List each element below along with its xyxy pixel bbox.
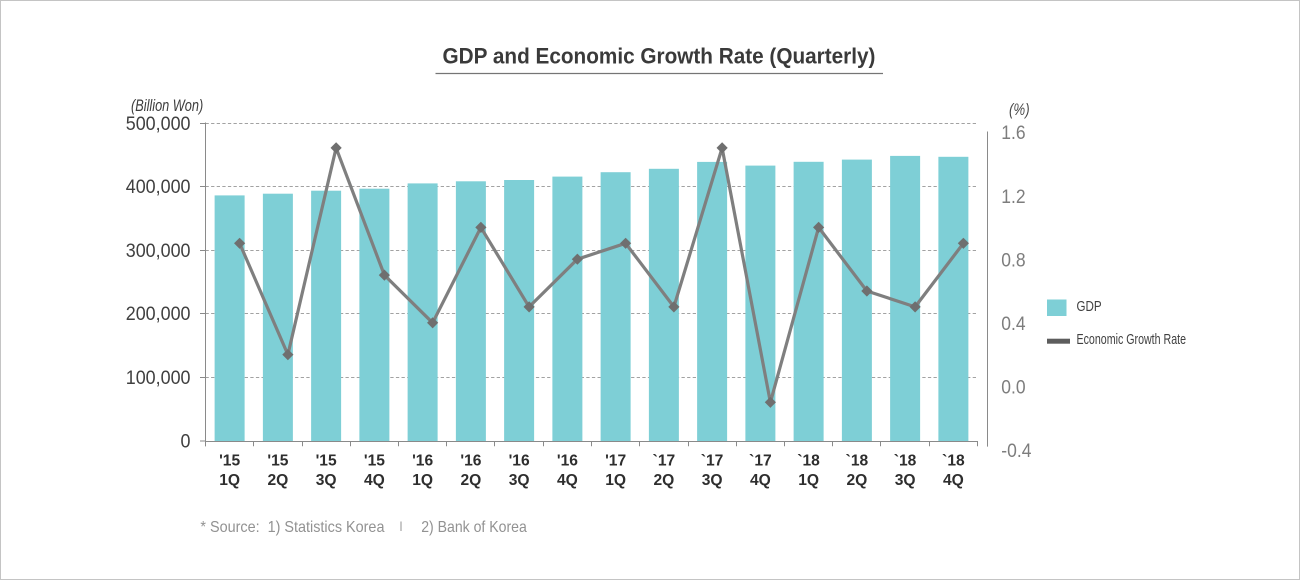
svg-text:300,000: 300,000 <box>126 240 191 262</box>
svg-text:'16: '16 <box>412 453 433 470</box>
svg-text:1Q: 1Q <box>605 472 626 489</box>
svg-text:-0.4: -0.4 <box>1001 440 1031 462</box>
svg-text:1Q: 1Q <box>219 472 240 489</box>
svg-text:4Q: 4Q <box>557 472 578 489</box>
svg-text:`17: `17 <box>653 453 676 470</box>
svg-text:0.4: 0.4 <box>1001 312 1025 334</box>
svg-text:'15: '15 <box>364 453 385 470</box>
svg-text:1Q: 1Q <box>412 472 433 489</box>
svg-text:'16: '16 <box>460 453 481 470</box>
svg-text:(Billion Won): (Billion Won) <box>131 96 203 115</box>
svg-text:200,000: 200,000 <box>126 303 191 325</box>
svg-text:3Q: 3Q <box>316 472 337 489</box>
svg-text:4Q: 4Q <box>364 472 385 489</box>
svg-text:2Q: 2Q <box>653 472 674 489</box>
svg-text:100,000: 100,000 <box>126 367 191 389</box>
svg-text:`18: `18 <box>894 453 917 470</box>
svg-text:0.8: 0.8 <box>1001 249 1025 271</box>
svg-text:1.6: 1.6 <box>1001 122 1025 144</box>
svg-text:`18: `18 <box>942 453 965 470</box>
svg-text:* Source: 1) Statistics Korea: * Source: 1) Statistics Korea <box>200 518 385 536</box>
svg-text:1.2: 1.2 <box>1001 185 1025 207</box>
svg-text:'16: '16 <box>509 453 530 470</box>
svg-text:'15: '15 <box>219 453 240 470</box>
svg-text:400,000: 400,000 <box>126 176 191 198</box>
svg-text:`17: `17 <box>701 453 724 470</box>
svg-text:0.0: 0.0 <box>1001 376 1025 398</box>
svg-text:1Q: 1Q <box>798 472 819 489</box>
svg-text:`18: `18 <box>797 453 820 470</box>
svg-text:4Q: 4Q <box>750 472 771 489</box>
svg-text:'15: '15 <box>267 453 288 470</box>
svg-text:3Q: 3Q <box>702 472 723 489</box>
svg-text:500,000: 500,000 <box>126 113 191 135</box>
svg-text:3Q: 3Q <box>509 472 530 489</box>
svg-text:GDP and Economic Growth Rate (: GDP and Economic Growth Rate (Quarterly) <box>443 44 876 69</box>
svg-text:2Q: 2Q <box>267 472 288 489</box>
svg-text:`17: `17 <box>749 453 772 470</box>
svg-text:2) Bank of Korea: 2) Bank of Korea <box>421 518 527 536</box>
svg-text:2Q: 2Q <box>460 472 481 489</box>
svg-text:2Q: 2Q <box>846 472 867 489</box>
svg-text:3Q: 3Q <box>895 472 916 489</box>
svg-text:4Q: 4Q <box>943 472 964 489</box>
svg-text:'17: '17 <box>605 453 626 470</box>
svg-text:(%): (%) <box>1009 100 1030 119</box>
svg-text:GDP: GDP <box>1077 298 1102 315</box>
svg-text:'15: '15 <box>316 453 337 470</box>
svg-text:Economic Growth Rate: Economic Growth Rate <box>1077 330 1187 347</box>
svg-text:0: 0 <box>181 430 191 452</box>
svg-text:'16: '16 <box>557 453 578 470</box>
svg-text:`18: `18 <box>846 453 869 470</box>
